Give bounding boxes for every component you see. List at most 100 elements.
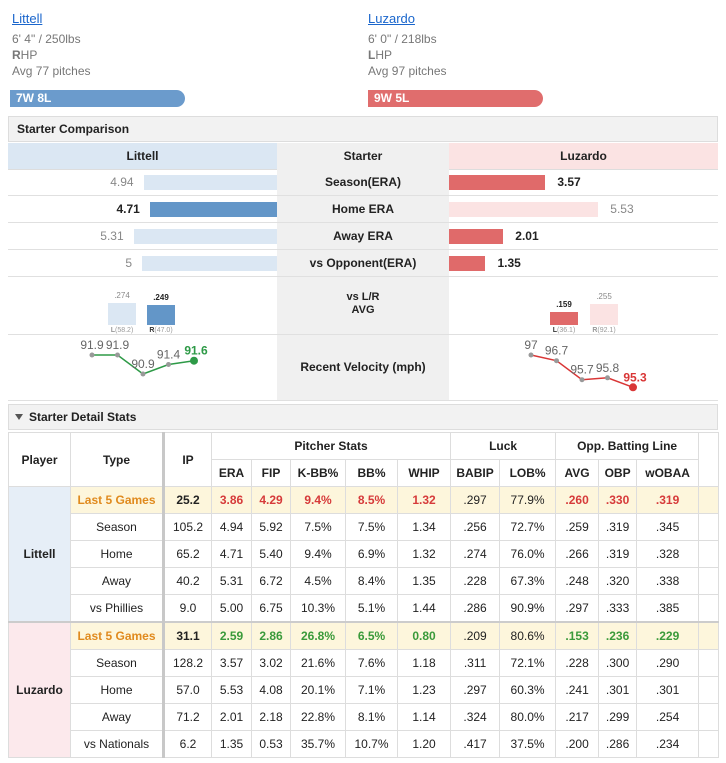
stat-cell: 6.72: [251, 567, 291, 595]
header-cell: [698, 432, 720, 487]
stat-cell: .320: [598, 567, 638, 595]
bar: [449, 256, 486, 271]
stat-cell: 72.1%: [499, 649, 557, 677]
stat-cell: .274: [450, 540, 501, 568]
column-header: Littell: [8, 143, 277, 170]
stat-cell: 3.57: [211, 649, 252, 677]
stat-cell: 5.40: [251, 540, 291, 568]
stat-row: Home 57.0 5.53 4.08 20.1% 7.1% 1.23.297 60.3% .2…: [9, 676, 720, 704]
stat-row: Luzardo Last 5 Games 31.1 2.59 2.86 26.8% 6.5%…: [8, 621, 720, 758]
split-sub: R(92.1): [584, 327, 624, 334]
stat-row: Away 40.2 5.31 6.72 4.5% 8.4% 1.35.228 67.3% .24…: [9, 567, 720, 595]
pitches: Avg 97 pitches: [368, 64, 447, 78]
stat-cell: .290: [636, 649, 700, 677]
stat-cell: [698, 513, 720, 541]
split-bar: [550, 311, 578, 325]
split-sub: L(58.2): [102, 327, 142, 334]
stat-cell: Home: [70, 676, 164, 704]
stat-cell: 80.6%: [499, 621, 557, 650]
stat-cell: 4.5%: [290, 567, 346, 595]
stat-cell: 1.18: [396, 649, 452, 677]
section-header: Starter Comparison: [8, 116, 718, 142]
stat-cell: 5.92: [251, 513, 291, 541]
header-row: Player Type IP Pitcher Stats Luck Opp. Battin…: [8, 432, 720, 487]
detail-table: Player Type IP Pitcher Stats Luck Opp. Battin…: [8, 432, 720, 758]
stat-cell: [698, 486, 720, 514]
stat-cell: .260: [555, 486, 600, 514]
header-cell: BABIP: [450, 459, 501, 487]
split-pa: (58.2): [114, 327, 134, 334]
stat-cell: 6.9%: [345, 540, 398, 568]
group-header: Luck: [450, 432, 557, 460]
header-cell: LOB%: [499, 459, 557, 487]
stat-cell: 6.75: [251, 594, 291, 623]
stat-cell: .319: [598, 513, 638, 541]
stat-cell: vs Nationals: [70, 730, 164, 758]
stat-cell: 10.7%: [345, 730, 398, 758]
bar: [449, 175, 546, 190]
stat-cell: [698, 621, 720, 650]
stat-cell: 26.8%: [290, 621, 346, 650]
stat-cell: .228: [450, 567, 501, 595]
section-header[interactable]: Starter Detail Stats: [8, 404, 718, 430]
stat-cell: .297: [450, 676, 501, 704]
stat-cell: 2.59: [211, 621, 252, 650]
split-pa: (92.1): [597, 327, 616, 334]
value: 5.31: [100, 229, 124, 243]
velocity-label: 95.8: [596, 361, 620, 375]
stat-cell: 5.1%: [345, 594, 398, 623]
stat-cell: .209: [450, 621, 501, 650]
velocity-chart: 97 96.795.7 95.895.3: [524, 338, 647, 392]
velocity-point: [89, 352, 95, 358]
header-cell: AVG: [555, 459, 600, 487]
row-line: [8, 195, 718, 196]
split-sub: R(47.0): [141, 327, 181, 334]
stat-cell: [698, 594, 720, 623]
stat-cell: 72.7%: [499, 513, 557, 541]
stat-cell: .248: [555, 567, 600, 595]
header-cell: IP: [162, 432, 212, 487]
stat-cell: 10.3%: [290, 594, 346, 623]
stat-cell: .333: [598, 594, 638, 623]
value: 2.01: [515, 229, 539, 243]
stat-cell: .228: [555, 649, 600, 677]
header-cell: FIP: [251, 459, 291, 487]
stat-cell: 1.20: [396, 730, 452, 758]
row-label: Home ERA: [331, 202, 394, 216]
stat-cell: 76.0%: [499, 540, 557, 568]
split-sub: L(36.1): [544, 327, 584, 334]
stat-cell: 6.2: [162, 730, 212, 758]
stat-cell: 2.18: [251, 703, 291, 731]
split-pa: (47.0): [154, 327, 173, 334]
row-label: Away ERA: [333, 229, 393, 243]
split-side: L: [552, 327, 557, 334]
hand-rest: HP: [20, 48, 38, 62]
stat-cell: 5.31: [211, 567, 252, 595]
stat-cell: 35.7%: [290, 730, 346, 758]
stat-cell: 22.8%: [290, 703, 346, 731]
stat-cell: 8.5%: [345, 486, 398, 514]
row-line: [8, 334, 718, 335]
stat-cell: 37.5%: [499, 730, 557, 758]
split-bar: [590, 304, 618, 325]
split-value: .274: [114, 290, 130, 300]
hand-line: RHP: [12, 47, 91, 63]
velocity-label: 91.9: [80, 338, 104, 352]
velocity-label: 95.3: [623, 370, 647, 384]
center-column: [277, 169, 449, 400]
stat-cell: 40.2: [162, 567, 212, 595]
stat-cell: 1.23: [396, 676, 452, 704]
pitcher-name[interactable]: Littell: [12, 11, 43, 26]
stat-cell: 0.53: [251, 730, 291, 758]
stat-cell: 5.53: [211, 676, 252, 704]
stat-cell: 31.1: [162, 621, 212, 650]
split-value: .255: [596, 292, 612, 302]
bar: [133, 229, 277, 244]
collapse-icon[interactable]: [15, 414, 23, 420]
pitcher-name[interactable]: Luzardo: [368, 11, 415, 26]
stat-cell: .319: [636, 486, 700, 514]
header-cell: K-BB%: [290, 459, 346, 487]
stat-cell: .297: [450, 486, 501, 514]
velocity-point: [190, 356, 198, 365]
stat-cell: Season: [70, 513, 164, 541]
